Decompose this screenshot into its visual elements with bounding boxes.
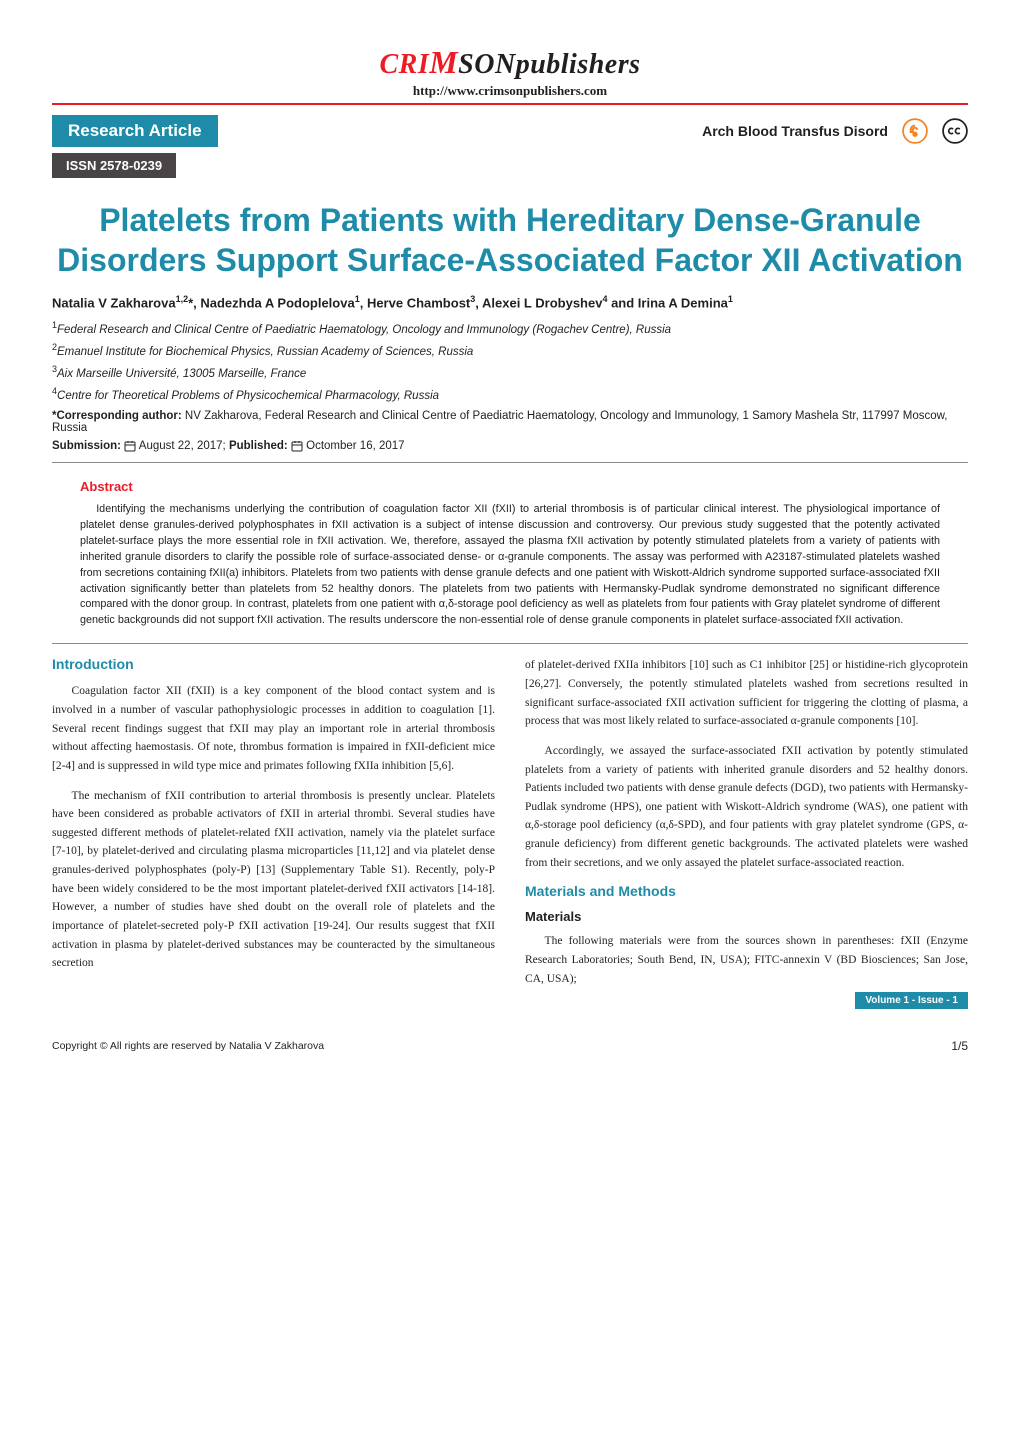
journal-name: Arch Blood Transfus Disord <box>702 123 888 139</box>
introduction-heading: Introduction <box>52 656 495 672</box>
open-access-icon <box>902 118 928 144</box>
affil-text: Centre for Theoretical Problems of Physi… <box>57 390 439 402</box>
dates: Submission: August 22, 2017; Published: … <box>52 440 968 452</box>
paragraph: Accordingly, we assayed the surface-asso… <box>525 742 968 872</box>
calendar-icon <box>124 440 136 452</box>
issn-badge: ISSN 2578-0239 <box>52 153 176 178</box>
affil-text: Aix Marseille Université, 13005 Marseill… <box>57 368 306 380</box>
meta-row: Research Article Arch Blood Transfus Dis… <box>52 115 968 147</box>
copyright: Copyright © All rights are reserved by N… <box>52 1040 324 1052</box>
abstract-heading: Abstract <box>80 479 940 494</box>
abstract-text: Identifying the mechanisms underlying th… <box>80 502 940 630</box>
brand-part-m: M <box>429 44 458 80</box>
page-number: 1/5 <box>951 1039 968 1053</box>
page: CRIMSONpublishers http://www.crimsonpubl… <box>0 0 1020 1083</box>
materials-subheading: Materials <box>525 909 968 924</box>
brand-part-publishers: publishers <box>516 49 641 80</box>
cc-license-icon <box>942 118 968 144</box>
materials-methods-heading: Materials and Methods <box>525 883 968 899</box>
paragraph: Coagulation factor XII (fXII) is a key c… <box>52 682 495 775</box>
submission-date: August 22, 2017; <box>139 440 229 452</box>
brand-part-son: SON <box>458 49 516 80</box>
volume-issue-pill: Volume 1 - Issue - 1 <box>855 992 968 1009</box>
affil-text: Emanuel Institute for Biochemical Physic… <box>57 346 473 358</box>
separator-line <box>52 462 968 463</box>
authors: Natalia V Zakharova1,2*, Nadezhda A Podo… <box>52 294 968 310</box>
paragraph: The mechanism of fXII contribution to ar… <box>52 787 495 973</box>
corresponding-label: *Corresponding author: <box>52 410 182 422</box>
masthead-rule <box>52 103 968 105</box>
publisher-url[interactable]: http://www.crimsonpublishers.com <box>52 83 968 99</box>
affiliations: 1Federal Research and Clinical Centre of… <box>52 320 968 401</box>
article-title: Platelets from Patients with Hereditary … <box>52 200 968 280</box>
paragraph: The following materials were from the so… <box>525 932 968 988</box>
separator-line <box>52 643 968 644</box>
published-label: Published: <box>229 440 288 452</box>
body-columns: Introduction Coagulation factor XII (fXI… <box>52 656 968 1009</box>
corresponding-author: *Corresponding author: NV Zakharova, Fed… <box>52 410 968 434</box>
column-left: Introduction Coagulation factor XII (fXI… <box>52 656 495 1009</box>
masthead: CRIMSONpublishers http://www.crimsonpubl… <box>52 44 968 105</box>
affiliation-4: 4Centre for Theoretical Problems of Phys… <box>52 386 968 402</box>
affiliation-3: 3Aix Marseille Université, 13005 Marseil… <box>52 364 968 380</box>
abstract: Abstract Identifying the mechanisms unde… <box>52 475 968 636</box>
published-date: Octomber 16, 2017 <box>306 440 404 452</box>
footer: Copyright © All rights are reserved by N… <box>52 1039 968 1053</box>
brand-part-cri: CRI <box>379 49 429 80</box>
affiliation-1: 1Federal Research and Clinical Centre of… <box>52 320 968 336</box>
article-type-badge: Research Article <box>52 115 218 147</box>
calendar-icon <box>291 440 303 452</box>
paragraph: of platelet-derived fXIIa inhibitors [10… <box>525 656 968 731</box>
column-right: of platelet-derived fXIIa inhibitors [10… <box>525 656 968 1009</box>
journal-block: Arch Blood Transfus Disord <box>702 118 968 144</box>
affiliation-2: 2Emanuel Institute for Biochemical Physi… <box>52 342 968 358</box>
submission-label: Submission: <box>52 440 121 452</box>
corresponding-text: NV Zakharova, Federal Research and Clini… <box>52 410 947 434</box>
publisher-brand: CRIMSONpublishers <box>52 44 968 81</box>
affil-text: Federal Research and Clinical Centre of … <box>57 324 671 336</box>
